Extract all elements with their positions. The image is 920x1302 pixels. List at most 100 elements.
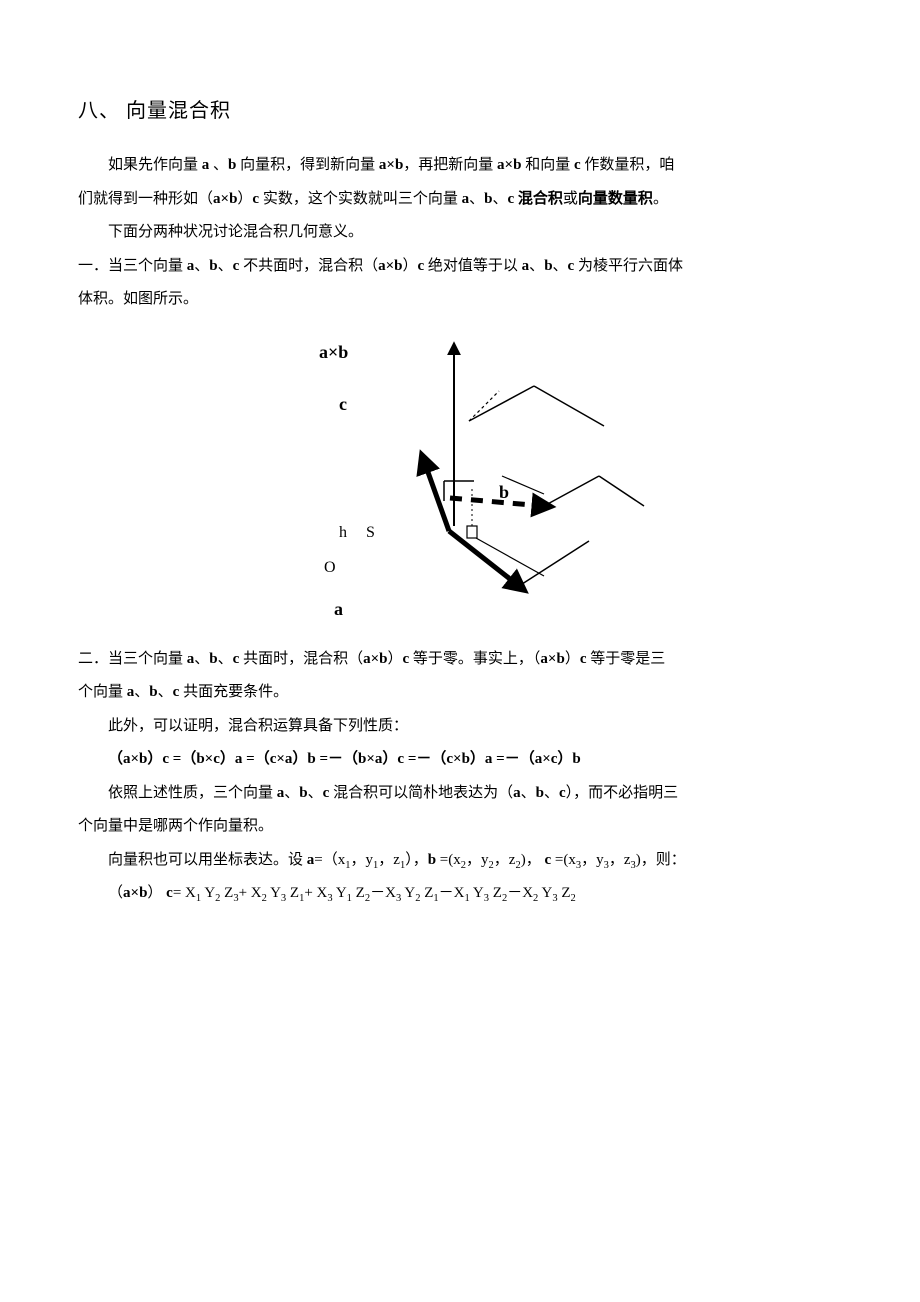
text: 为棱平行六面体 [574, 258, 683, 274]
text: )，则： [636, 852, 686, 868]
expr: a×b [213, 191, 237, 207]
text: = [314, 852, 322, 868]
expr: a×b [363, 651, 387, 667]
text: 和向量 [521, 157, 574, 173]
text: 二．当三个向量 [78, 651, 187, 667]
text: + X [304, 885, 327, 901]
text: ） [402, 258, 417, 274]
text: Z [286, 885, 299, 901]
paragraph-notation-1: 依照上述性质，三个向量 a、b、c 混合积可以简朴地表达为（a、b、c），而不必… [78, 778, 840, 810]
text: －X [439, 885, 465, 901]
term-mixed-product: c 混合积 [507, 191, 562, 207]
figure-svg [244, 326, 674, 626]
document-page: 八、 向量混合积 如果先作向量 a 、b 向量积，得到新向量 a×b，再把新向量… [0, 0, 920, 1302]
text: Y [401, 885, 415, 901]
text: Y [470, 885, 484, 901]
text: 共面时，混合积（ [239, 651, 363, 667]
fig-label-b: b [499, 474, 509, 512]
text: ） [565, 651, 580, 667]
vector-c: c [574, 157, 581, 173]
text: 、 [209, 157, 228, 173]
text: 、 [194, 258, 209, 274]
text: Z [420, 885, 433, 901]
fig-label-a: a [334, 591, 343, 629]
expr: a×b [497, 157, 521, 173]
text: + X [239, 885, 262, 901]
text: ，z [378, 852, 400, 868]
fig-label-h: h [339, 516, 347, 550]
text: ，z [609, 852, 631, 868]
text: 、 [158, 684, 173, 700]
paragraph-2: 下面分两种状况讨论混合积几何意义。 [78, 217, 840, 249]
text: 等于零是三 [587, 651, 666, 667]
expr: a×b [123, 885, 147, 901]
text: Z [558, 885, 571, 901]
text: 如果先作向量 [108, 157, 202, 173]
fig-label-O: O [324, 551, 336, 585]
text: 、 [469, 191, 484, 207]
vector-c: c [166, 885, 173, 901]
text: （ [108, 885, 123, 901]
vector-b: b [544, 258, 552, 274]
fig-label-S: S [366, 516, 375, 550]
text: Y [333, 885, 347, 901]
text: 一．当三个向量 [78, 258, 187, 274]
text: )， [521, 852, 545, 868]
case-1-line2: 体积。如图所示。 [78, 284, 840, 316]
text: ，y [466, 852, 489, 868]
paragraph-notation-2: 个向量中是哪两个作向量积。 [78, 811, 840, 843]
text: 、 [218, 651, 233, 667]
term-scalar-product: 向量数量积 [578, 191, 653, 207]
paragraph-1: 如果先作向量 a 、b 向量积，得到新向量 a×b，再把新向量 a×b 和向量 … [78, 150, 840, 182]
vector-b: b [209, 258, 217, 274]
expr: a×b [379, 157, 403, 173]
text: Y [267, 885, 281, 901]
text: 、 [284, 785, 299, 801]
text: 、 [134, 684, 149, 700]
vector-c: c [580, 651, 587, 667]
text: Z [220, 885, 233, 901]
text: 实数，这个实数就叫三个向量 [259, 191, 462, 207]
text: ，再把新向量 [403, 157, 497, 173]
text: ，z [494, 852, 516, 868]
text: ，y [581, 852, 604, 868]
text: Z [352, 885, 365, 901]
text: =(x [551, 852, 576, 868]
text: 、 [544, 785, 559, 801]
text: 作数量积，咱 [581, 157, 675, 173]
text: Z [489, 885, 502, 901]
sub: 2 [570, 893, 575, 904]
text: 共面充要条件。 [179, 684, 288, 700]
text: 绝对值等于以 [424, 258, 522, 274]
vector-b: b [299, 785, 307, 801]
vector-a: a [513, 785, 521, 801]
case-1-line1: 一．当三个向量 a、b、c 不共面时，混合积（a×b）c 绝对值等于以 a、b、… [78, 251, 840, 283]
text: 、 [218, 258, 233, 274]
text: 混合积可以简朴地表达为（ [329, 785, 513, 801]
text: 、 [492, 191, 507, 207]
text: 不共面时，混合积（ [239, 258, 378, 274]
text: ，y [351, 852, 374, 868]
parallelepiped-figure: a×b c b h S O a [244, 326, 674, 626]
identity-formula: （a×b）c =（b×c）a =（c×a）b =－（b×a）c =－（c×b）a… [78, 744, 840, 776]
case-2-line1: 二．当三个向量 a、b、c 共面时，混合积（a×b）c 等于零。事实上，（a×b… [78, 644, 840, 676]
text: 们就得到一种形如（ [78, 191, 213, 207]
text: 、 [521, 785, 536, 801]
paragraph-properties-intro: 此外，可以证明，混合积运算具备下列性质： [78, 711, 840, 743]
coord-setup: 向量积也可以用坐标表达。设 a=（x1，y1，z1），b =(x2，y2，z2)… [78, 845, 840, 877]
text: Y [538, 885, 552, 901]
vector-b: b [149, 684, 157, 700]
text: =(x [436, 852, 461, 868]
expr: a×b [378, 258, 402, 274]
text: 依照上述性质，三个向量 [108, 785, 277, 801]
text: 。 [653, 191, 668, 207]
case-2-line2: 个向量 a、b、c 共面充要条件。 [78, 677, 840, 709]
text: 等于零。事实上，（ [409, 651, 540, 667]
vector-b: b [536, 785, 544, 801]
determinant-expansion: （a×b） c= X1 Y2 Z3+ X2 Y3 Z1+ X3 Y1 Z2－X3… [78, 878, 840, 910]
text: 或 [563, 191, 578, 207]
text: 向量积，得到新向量 [236, 157, 379, 173]
vector-b: b [428, 852, 436, 868]
vector-a: a [462, 191, 470, 207]
expr: a×b [540, 651, 564, 667]
